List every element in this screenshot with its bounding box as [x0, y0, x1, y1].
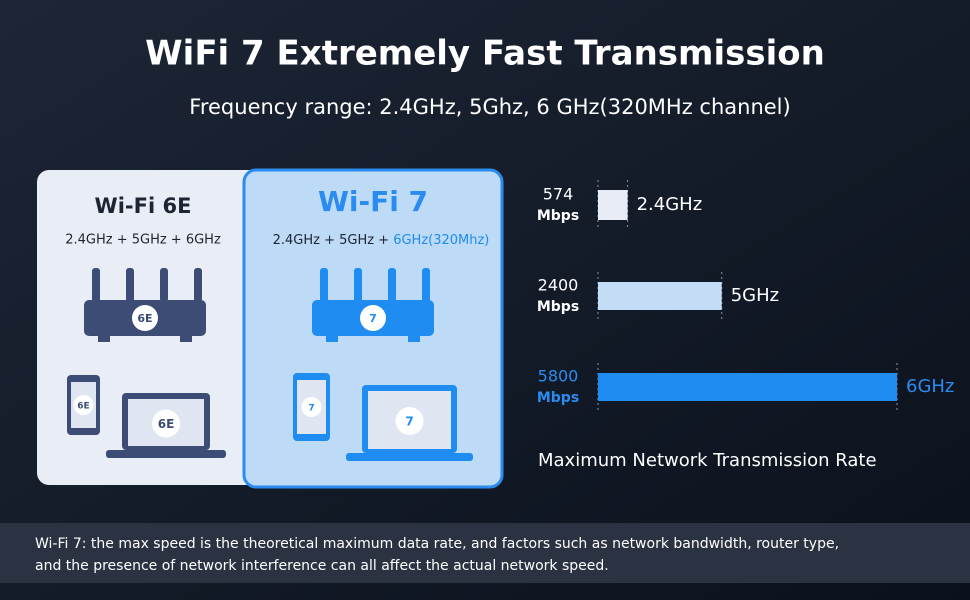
value-label: 5800 — [538, 367, 579, 386]
badge — [132, 305, 158, 331]
leg — [180, 334, 192, 342]
footer-line: Wi-Fi 7: the max speed is the theoretica… — [35, 536, 839, 552]
card-title: Wi-Fi 7 — [318, 185, 428, 218]
antenna — [160, 268, 168, 302]
card-bands: 2.4GHz + 5GHz + 6GHz(320Mhz) — [273, 233, 490, 248]
footer — [0, 523, 970, 583]
title: WiFi 7 Extremely Fast Transmission — [145, 34, 825, 74]
badge-label: 6E — [158, 417, 175, 431]
antenna — [320, 268, 328, 302]
antenna — [354, 268, 362, 302]
value-unit: Mbps — [537, 390, 579, 406]
card-bands: 2.4GHz + 5GHz + 6GHz — [65, 233, 221, 248]
category-label: 2.4GHz — [637, 194, 703, 215]
badge-label: 6E — [137, 312, 152, 325]
badge — [73, 395, 94, 415]
leg — [408, 334, 420, 342]
bands: 2.4GHz + 5GHz + — [273, 233, 394, 248]
value-label: 2400 — [538, 276, 579, 295]
antenna — [92, 268, 100, 302]
antenna — [422, 268, 430, 302]
subtitle: Frequency range: 2.4GHz, 5Ghz, 6 GHz(320… — [189, 95, 790, 119]
laptop-base — [346, 453, 473, 461]
badge — [152, 409, 180, 438]
icons: 6E 6E 6E 7 7 7 — [67, 268, 473, 461]
bar — [598, 190, 628, 220]
chart: 574 Mbps 2.4GHz 2400 Mbps 5GHz 5800 Mbps 6GHz — [537, 180, 954, 411]
laptop-base — [106, 450, 226, 458]
antenna — [194, 268, 202, 302]
badge-label: 7 — [369, 312, 377, 325]
badge — [395, 407, 424, 435]
value-unit: Mbps — [537, 208, 579, 224]
leg — [326, 334, 338, 342]
chart-caption: Maximum Network Transmission Rate — [538, 450, 877, 471]
bar — [598, 282, 722, 310]
value-unit: Mbps — [537, 299, 579, 315]
badge-label: 7 — [308, 404, 314, 414]
category-label: 5GHz — [731, 285, 779, 306]
bar — [598, 373, 897, 401]
category-label: 6GHz — [906, 376, 954, 397]
leg — [98, 334, 110, 342]
bands-highlight: 6GHz(320Mhz) — [393, 233, 489, 248]
antenna — [126, 268, 134, 302]
antenna — [388, 268, 396, 302]
footer-line: and the presence of network interference… — [35, 558, 609, 574]
badge — [360, 305, 386, 331]
badge-label: 7 — [405, 415, 413, 429]
value-label: 574 — [543, 185, 574, 204]
badge — [301, 397, 322, 417]
card-title: Wi-Fi 6E — [95, 194, 192, 218]
badge-label: 6E — [77, 402, 89, 412]
